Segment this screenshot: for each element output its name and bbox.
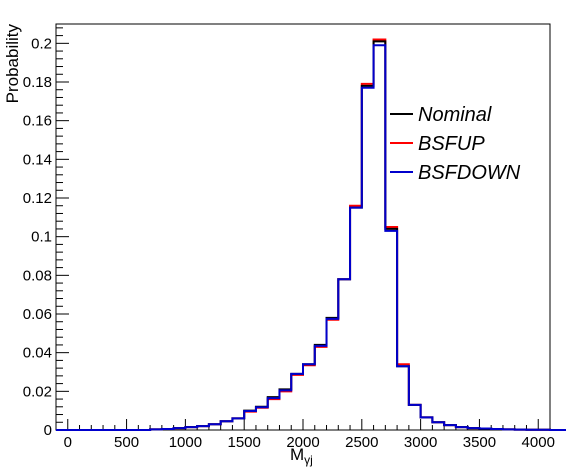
axis-ticks: 0 500 1000 1500 2000 2500 3000 3500 4000 0 0.02 0.0… <box>23 27 555 451</box>
x-tick-label: 0 <box>64 434 72 451</box>
y-axis-label: Probability <box>3 24 22 104</box>
y-tick-label: 0.04 <box>23 345 52 362</box>
series-line-bsfup <box>56 38 566 431</box>
x-tick-label: 3500 <box>463 434 496 451</box>
x-tick-label: 1000 <box>169 434 202 451</box>
y-tick-label: 0.1 <box>31 229 52 246</box>
y-tick-label: 0.2 <box>31 35 52 52</box>
legend: Nominal BSFUP BSFDOWN <box>390 104 521 184</box>
legend-label: BSFUP <box>418 133 485 155</box>
series-lines <box>56 38 566 431</box>
x-tick-label: 3000 <box>404 434 437 451</box>
x-tick-label: 1500 <box>228 434 261 451</box>
y-tick-label: 0.08 <box>23 267 52 284</box>
legend-label: BSFDOWN <box>418 162 521 184</box>
y-tick-label: 0.16 <box>23 113 52 130</box>
y-tick-label: 0.06 <box>23 306 52 323</box>
x-tick-label: 4000 <box>522 434 555 451</box>
series-line-nominal <box>56 40 566 431</box>
x-axis-label-subscript: γj <box>304 453 313 467</box>
y-tick-label: 0.14 <box>23 151 52 168</box>
y-tick-label: 0.02 <box>23 383 52 400</box>
y-tick-label: 0.12 <box>23 190 52 207</box>
x-tick-label: 2000 <box>286 434 319 451</box>
x-tick-label: 2500 <box>345 434 378 451</box>
x-axis-label: Mγj <box>290 445 313 467</box>
y-tick-label: 0 <box>44 422 52 439</box>
x-tick-label: 500 <box>114 434 139 451</box>
x-axis-label-main: M <box>290 445 304 464</box>
legend-label: Nominal <box>418 104 492 126</box>
y-tick-label: 0.18 <box>23 74 52 91</box>
series-line-bsfdown <box>56 44 566 431</box>
